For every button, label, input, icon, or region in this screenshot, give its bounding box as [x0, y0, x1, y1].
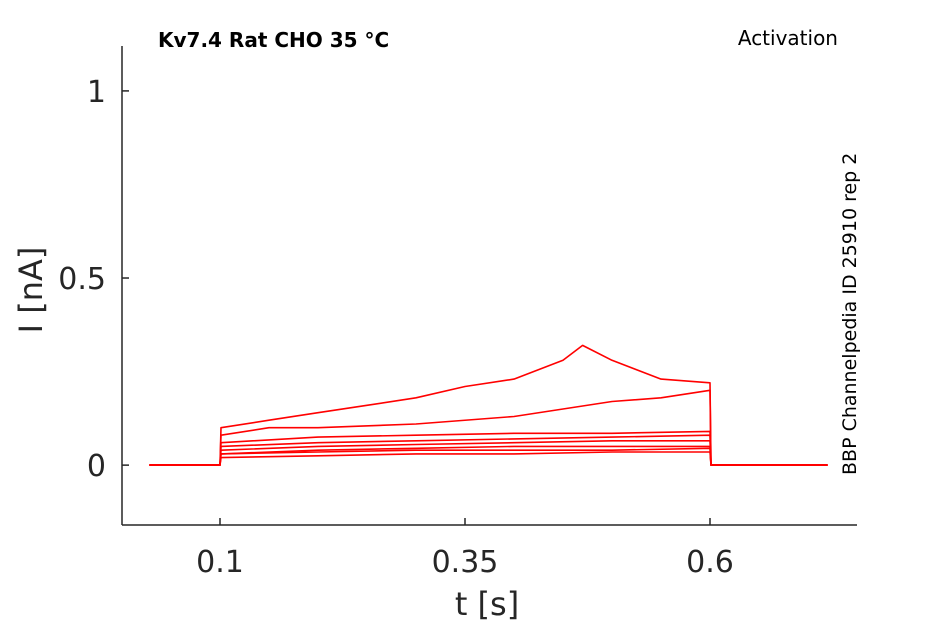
y-tick-label: 0 — [87, 449, 106, 484]
trace-line — [149, 344, 828, 466]
chart-title: Kv7.4 Rat CHO 35 °C — [158, 28, 389, 52]
x-axis-label: t [s] — [455, 585, 519, 623]
source-label: BBP Channelpedia ID 25910 rep 2 — [839, 153, 861, 475]
x-tick-label: 0.6 — [686, 545, 734, 580]
x-tick-label: 0.1 — [196, 545, 244, 580]
protocol-label: Activation — [738, 26, 838, 50]
y-ticks: 00.51 — [58, 75, 129, 484]
current-traces — [149, 344, 828, 466]
x-ticks: 0.1 0.35 0.6 — [196, 518, 734, 580]
y-tick-label: 1 — [87, 75, 106, 110]
y-axis-label: I [nA] — [12, 247, 50, 334]
y-tick-label: 0.5 — [58, 262, 106, 297]
x-tick-label: 0.35 — [432, 545, 499, 580]
